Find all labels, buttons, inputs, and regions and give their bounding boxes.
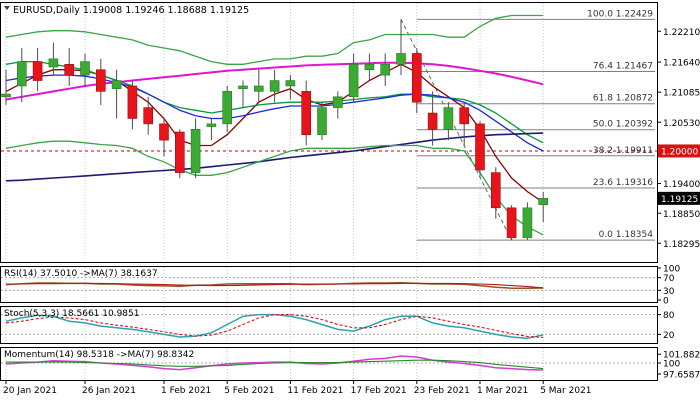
candle-body — [301, 91, 312, 136]
candle-body — [222, 91, 232, 125]
candle-body — [380, 63, 391, 76]
ma-line-1 — [5, 60, 544, 144]
fib-label: 100.0 1.22429 — [587, 9, 653, 19]
candle-body — [443, 107, 454, 130]
ma-line-4 — [5, 61, 544, 101]
candle-body — [364, 63, 375, 71]
y-tick-label: 1.21085 — [663, 89, 700, 99]
title-marker-icon — [4, 6, 10, 10]
candle-body — [269, 80, 280, 92]
candle-body — [348, 63, 359, 98]
candle-body — [411, 53, 422, 103]
indicator-title-3: Momentum(14) 98.5318 ->MA(7) 98.8342 — [4, 350, 194, 360]
y-tick-label: 1.18295 — [663, 240, 700, 250]
candle-body — [143, 107, 153, 125]
y-tick-label: 1.22210 — [663, 28, 700, 38]
indicator-tick-label: 70 — [663, 274, 675, 284]
level-price-box — [658, 144, 700, 158]
candle-body — [332, 96, 343, 108]
fib-label: 61.8 1.20872 — [593, 94, 653, 104]
y-tick-label: 1.19400 — [663, 180, 700, 190]
level-price-label: 1.20000 — [661, 147, 698, 157]
indicator-tick-label: 101.8825 — [663, 351, 700, 361]
indicator-line-1-1 — [6, 282, 544, 289]
fib-label: 76.4 1.21467 — [593, 61, 653, 71]
x-tick-label: 20 Jan 2021 — [3, 386, 57, 396]
x-tick-label: 5 Mar 2021 — [540, 386, 591, 396]
indicator-tick-label: 80 — [663, 311, 675, 321]
pane-frame-0 — [0, 2, 658, 263]
x-tick-label: 1 Feb 2021 — [161, 386, 211, 396]
indicator-title-2: Stoch(5,3,3) 18.5661 10.9851 — [4, 309, 139, 319]
indicator-line-2-0 — [5, 313, 544, 340]
pane-frame-2 — [0, 306, 658, 344]
candle-body — [127, 85, 138, 119]
candle-body — [254, 85, 264, 92]
candle-body — [238, 85, 248, 89]
fib-label: 23.6 1.19316 — [593, 178, 653, 188]
x-tick-label: 1 Mar 2021 — [477, 386, 528, 396]
indicator-tick-label: 30 — [663, 287, 675, 297]
ma-line-6 — [5, 140, 544, 236]
candle-body — [32, 61, 43, 81]
indicator-title-1: RSI(14) 37.5010 ->MA(7) 38.1637 — [4, 269, 158, 279]
indicator-tick-label: 100 — [663, 265, 680, 275]
ma-line-5 — [5, 14, 544, 65]
candle-body — [206, 123, 217, 127]
current-price-label: 1.19125 — [661, 195, 698, 205]
candle-body — [48, 58, 59, 68]
candle-body — [175, 131, 185, 173]
indicator-line-2-1 — [5, 314, 544, 338]
ma-line-3 — [5, 132, 544, 182]
indicator-tick-label: 97.6587 — [663, 370, 700, 380]
pane-frame-1 — [0, 266, 658, 303]
candle-body — [16, 61, 27, 87]
candle-body — [159, 123, 169, 141]
candle-body — [190, 128, 201, 173]
candle-body — [96, 69, 106, 92]
indicator-tick-label: 100 — [663, 360, 680, 370]
fib-label: 38.2 1.19911 — [593, 146, 653, 156]
indicator-line-3-1 — [6, 359, 544, 370]
candle-body — [396, 53, 406, 65]
candle-body — [522, 207, 533, 238]
indicator-tick-label: 20 — [663, 331, 675, 341]
current-price-box — [658, 191, 700, 205]
indicator-tick-label: 0 — [663, 297, 669, 307]
candle-body — [538, 198, 549, 205]
candle-body — [64, 63, 74, 76]
candle-body — [80, 61, 90, 76]
candle-body — [1, 93, 11, 98]
candle-body — [427, 112, 438, 130]
ma-line-2 — [5, 74, 544, 152]
pane-frame-3 — [0, 347, 658, 381]
y-tick-label: 1.20530 — [663, 119, 700, 129]
x-tick-label: 11 Feb 2021 — [287, 386, 343, 396]
x-tick-label: 17 Feb 2021 — [351, 386, 407, 396]
x-tick-label: 23 Feb 2021 — [414, 386, 470, 396]
candle-body — [490, 172, 501, 209]
candle-body — [317, 107, 327, 136]
fib-label: 0.0 1.18354 — [599, 230, 654, 240]
candle-body — [111, 80, 122, 89]
candle-body — [285, 80, 296, 87]
main-chart-title: EURUSD,Daily 1.19008 1.19246 1.18688 1.1… — [13, 5, 249, 16]
candle-body — [506, 207, 517, 238]
y-tick-label: 1.21640 — [663, 59, 700, 69]
y-tick-label: 1.18850 — [663, 210, 700, 220]
candle-body — [475, 123, 485, 171]
fib-label: 50.0 1.20392 — [593, 120, 653, 130]
x-tick-label: 26 Jan 2021 — [82, 386, 136, 396]
candle-body — [459, 107, 470, 125]
x-tick-label: 5 Feb 2021 — [224, 386, 274, 396]
